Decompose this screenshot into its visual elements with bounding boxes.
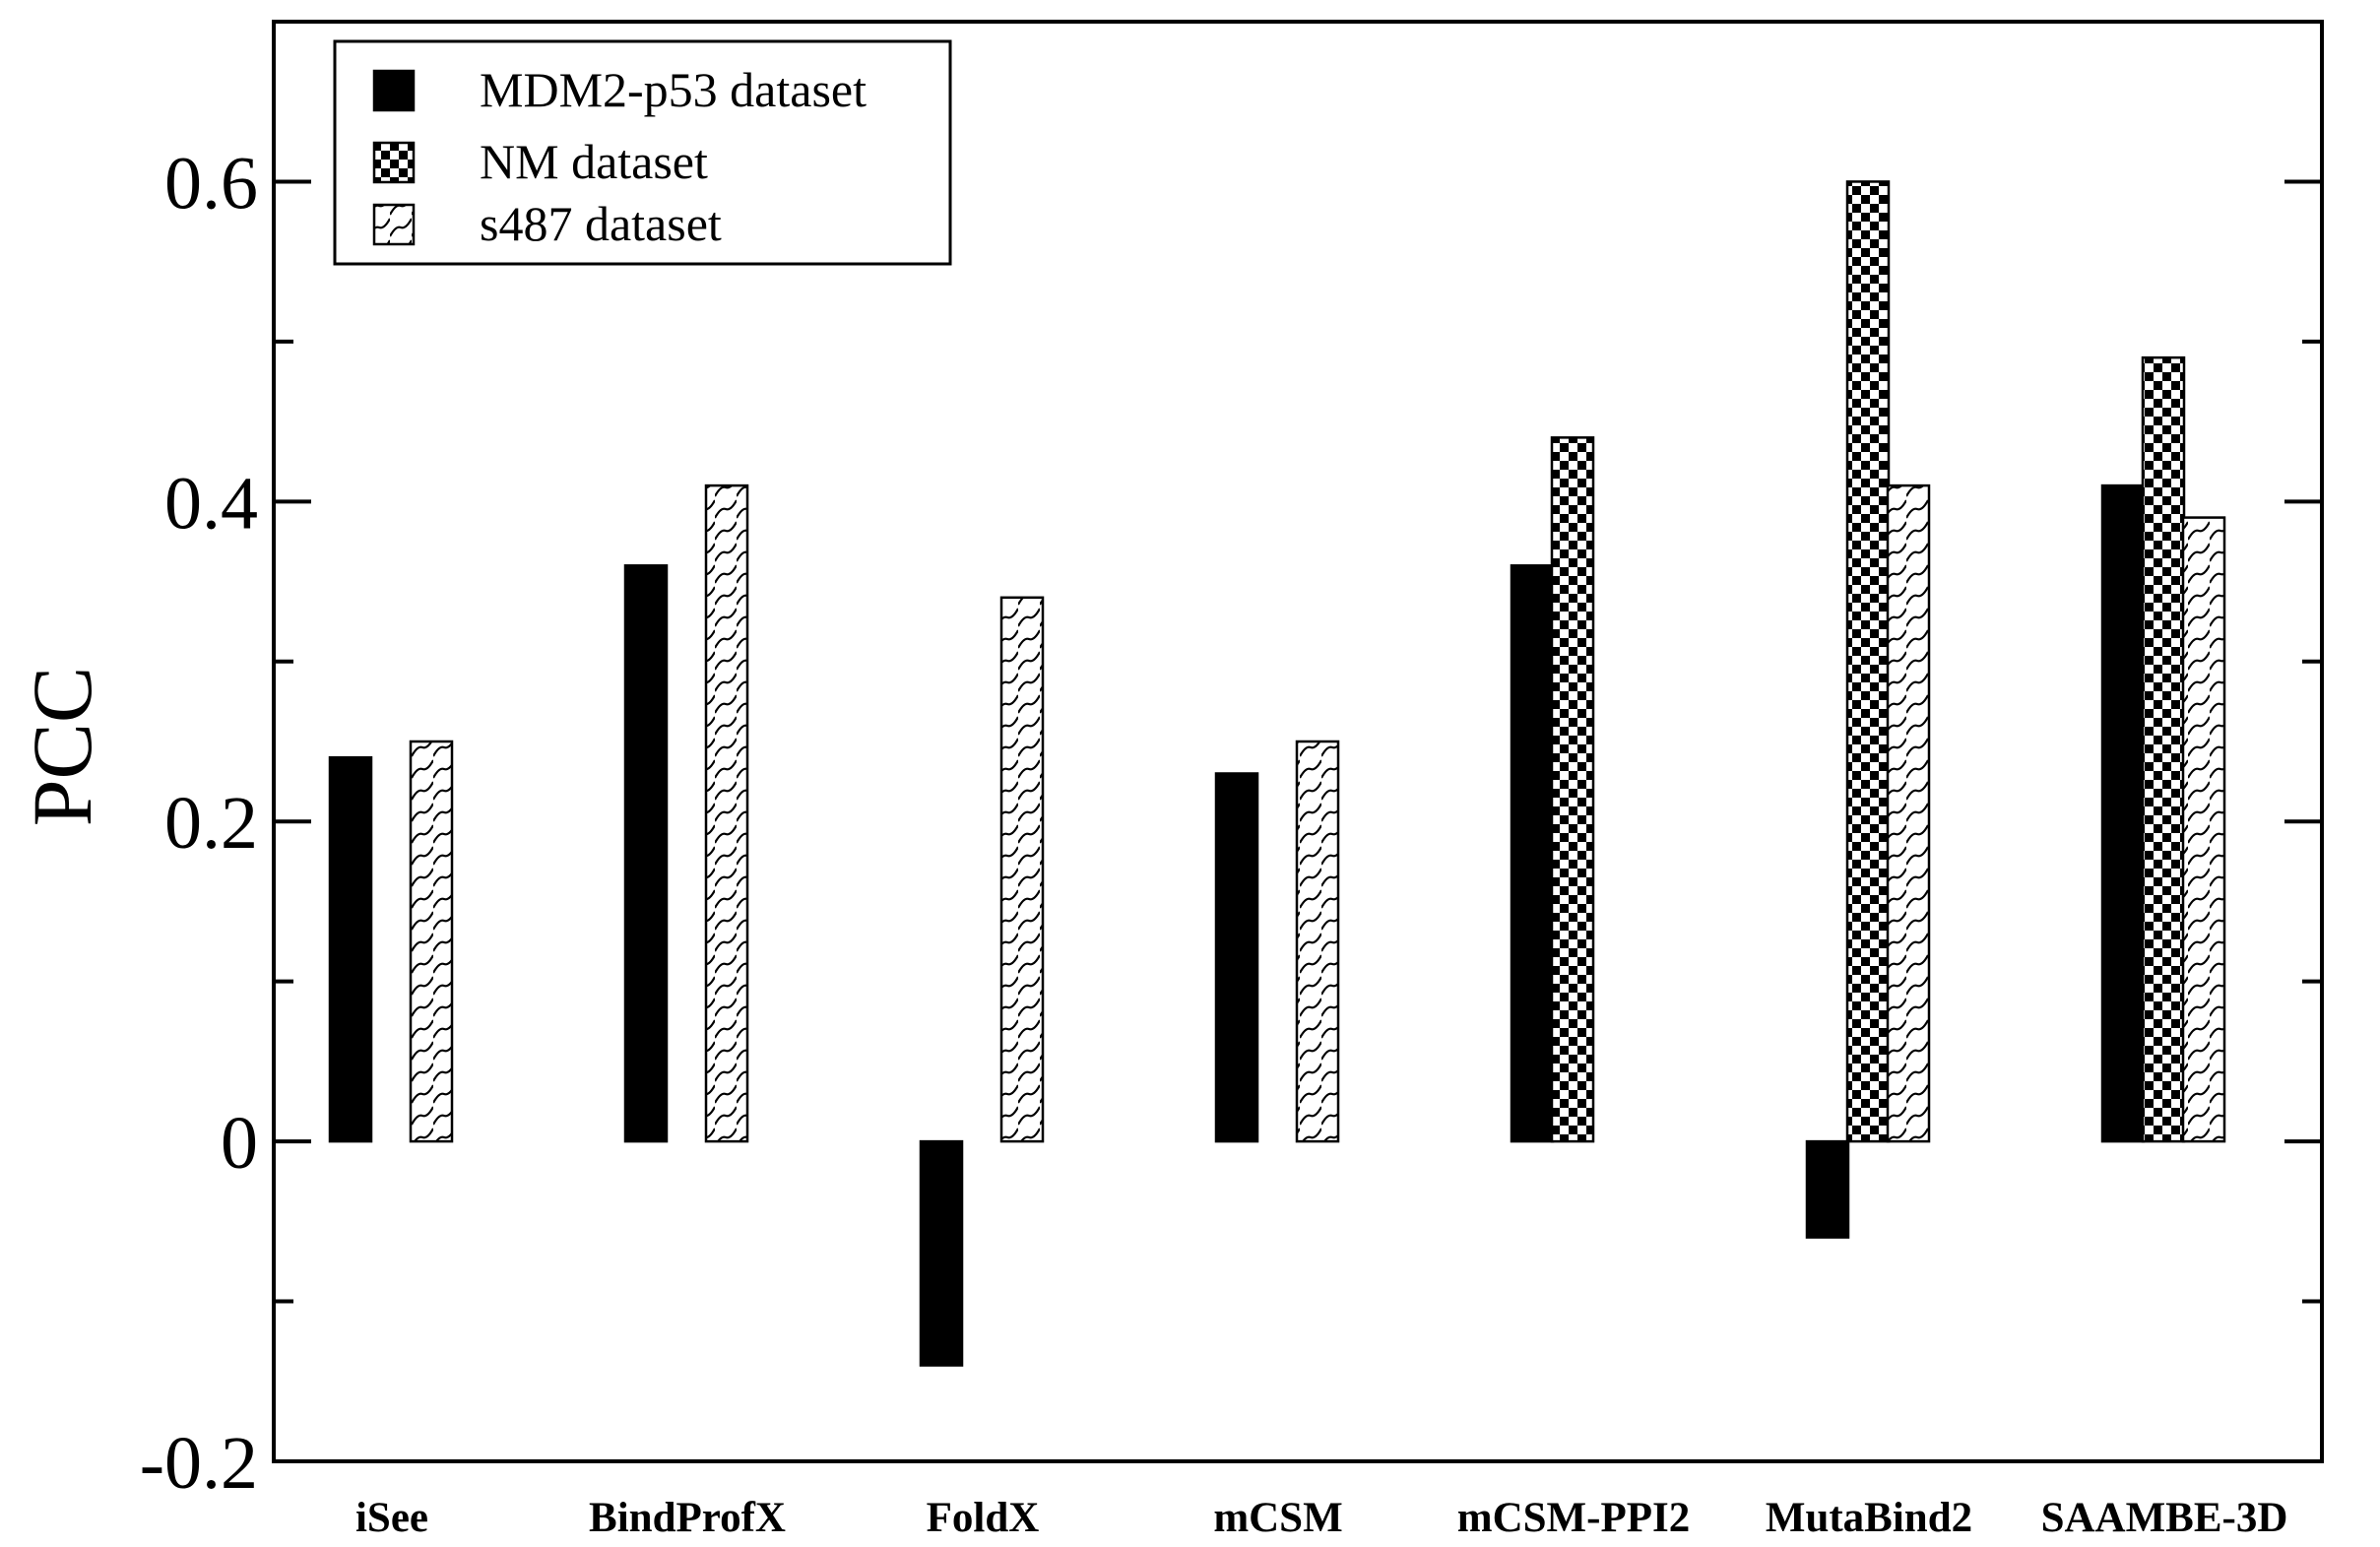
- bar-mutabind2-mdm2-p53-dataset: [1805, 1139, 1850, 1239]
- x-tick-label-bindprofx: BindProfX: [589, 1495, 786, 1541]
- legend-swatch-nm-dataset: [372, 141, 416, 184]
- y-tick-label: 0.2: [164, 782, 258, 865]
- bar-saambe-3d-nm-dataset: [2141, 355, 2186, 1143]
- y-axis-title: PCC: [15, 667, 109, 827]
- bar-mutabind2-s487-dataset: [1886, 483, 1931, 1143]
- y-tick-label: 0.4: [164, 462, 258, 545]
- x-tick-label-saambe-3d: SAAMBE-3D: [2041, 1495, 2288, 1541]
- legend-box: [333, 39, 952, 266]
- bar-mutabind2-nm-dataset: [1845, 180, 1891, 1143]
- legend-label-mdm2-p53-dataset: MDM2-p53 dataset: [480, 62, 867, 117]
- bar-mcsm-ppi2-nm-dataset: [1550, 436, 1595, 1143]
- x-tick-label-isee: iSee: [355, 1495, 428, 1541]
- y-tick-label: 0: [221, 1102, 258, 1185]
- bar-mcsm-mdm2-p53-dataset: [1214, 772, 1259, 1143]
- legend-swatch-mdm2-p53-dataset: [372, 69, 416, 112]
- x-tick-label-mutabind2: MutaBind2: [1766, 1495, 1972, 1541]
- x-tick-label-mcsm-ppi2: mCSM-PPI2: [1457, 1495, 1690, 1541]
- bar-saambe-3d-s487-dataset: [2181, 516, 2226, 1143]
- legend-label-nm-dataset: NM dataset: [480, 134, 708, 189]
- y-tick-label: -0.2: [140, 1422, 258, 1505]
- y-ticks: -0.2 0 0.2 0.4 0.6: [140, 20, 2322, 1505]
- bar-bindprofx-s487-dataset: [704, 483, 749, 1143]
- bar-mcsm-ppi2-mdm2-p53-dataset: [1510, 564, 1555, 1143]
- bar-foldx-mdm2-p53-dataset: [919, 1139, 964, 1367]
- legend: MDM2-p53 dataset NM dataset s487 dataset: [333, 39, 952, 266]
- bars-layer: [328, 180, 2226, 1367]
- bar-foldx-s487-dataset: [999, 596, 1045, 1143]
- bar-isee-mdm2-p53-dataset: [328, 755, 373, 1143]
- bar-saambe-3d-mdm2-p53-dataset: [2100, 483, 2146, 1143]
- legend-swatch-s487-dataset: [372, 203, 416, 246]
- bar-mcsm-s487-dataset: [1295, 740, 1340, 1143]
- plot-frame: [272, 20, 2324, 1463]
- x-tick-label-foldx: FoldX: [927, 1495, 1040, 1541]
- x-tick-labels: iSee BindProfX FoldX mCSM mCSM-PPI2 MutaBind2…: [355, 1495, 2287, 1541]
- x-tick-label-mcsm: mCSM: [1213, 1495, 1342, 1541]
- bar-isee-s487-dataset: [409, 740, 454, 1143]
- legend-label-s487-dataset: s487 dataset: [480, 196, 722, 251]
- bar-bindprofx-mdm2-p53-dataset: [623, 564, 669, 1143]
- y-tick-label: 0.6: [164, 142, 258, 225]
